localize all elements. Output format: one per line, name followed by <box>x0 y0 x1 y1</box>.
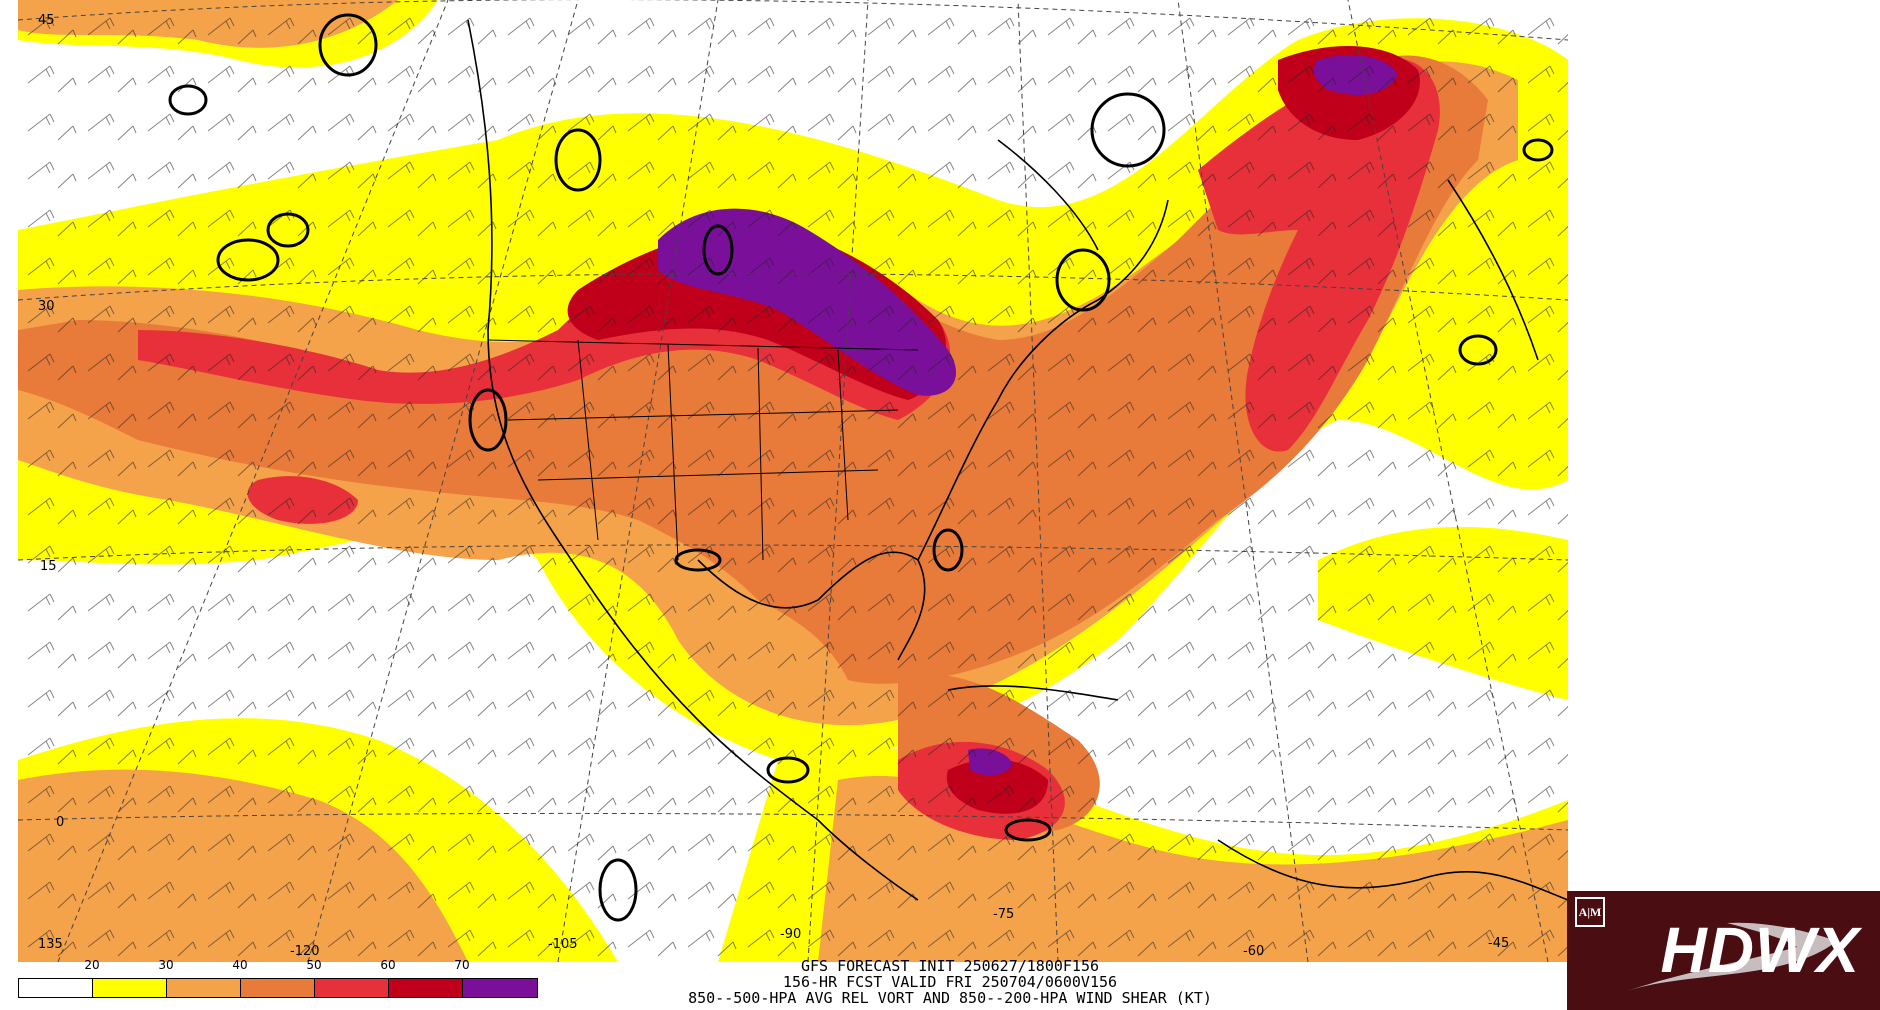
colorbar-swatch <box>241 979 315 997</box>
colorbar-tick: 50 <box>306 958 322 972</box>
title-line-2: 156-HR FCST VALID FRI 250704/0600V156 <box>782 973 1118 991</box>
longitude-labels: 135 -120 -105 -90 -75 -60 -45 <box>38 907 1509 959</box>
wind-barbs <box>18 0 1568 962</box>
hdwx-logo: A|M HDWX <box>1567 891 1880 1010</box>
lat-label: 0 <box>56 815 64 830</box>
colorbar-swatch <box>19 979 93 997</box>
colorbar-tick: 70 <box>454 958 470 972</box>
political-boundaries <box>487 339 919 561</box>
storm-swirl-icon <box>1627 922 1837 991</box>
colorbar-swatches <box>18 978 538 998</box>
colorbar-tick: 40 <box>232 958 248 972</box>
lon-label: -105 <box>548 937 578 952</box>
graticule <box>18 0 1568 962</box>
coastlines <box>467 19 1568 901</box>
lon-label: 135 <box>38 937 63 952</box>
lon-label: -75 <box>993 907 1014 922</box>
colorbar-swatch <box>463 979 537 997</box>
vorticity-contours <box>168 13 1554 922</box>
lat-label: 45 <box>38 13 55 28</box>
lon-label: -120 <box>290 944 320 959</box>
lat-label: 15 <box>40 559 57 574</box>
colorbar-tick: 20 <box>84 958 100 972</box>
wind-shear-map: 45 30 15 0 135 -120 -105 -90 -75 -60 -45 <box>18 0 1568 962</box>
colorbar-swatch <box>167 979 241 997</box>
lon-label: -45 <box>1488 936 1509 951</box>
lat-label: 30 <box>38 299 55 314</box>
chart-titles: GFS FORECAST INIT 250627/1800F156 156-HR… <box>560 958 1340 1006</box>
colorbar-tick: 60 <box>380 958 396 972</box>
lon-label: -90 <box>780 927 801 942</box>
title-line-3: 850--500-HPA AVG REL VORT AND 850--200-H… <box>688 989 1212 1007</box>
title-line-1: GFS FORECAST INIT 250627/1800F156 <box>800 957 1099 975</box>
colorbar-tick: 30 <box>158 958 174 972</box>
tamu-emblem: A|M <box>1575 897 1605 927</box>
colorbar-swatch <box>93 979 167 997</box>
colorbar: 20 30 40 50 60 70 <box>18 958 548 1004</box>
colorbar-swatch <box>315 979 389 997</box>
lon-label: -60 <box>1243 944 1264 959</box>
logo-text: HDWX <box>1660 914 1860 986</box>
latitude-labels: 45 30 15 0 <box>38 13 64 830</box>
colorbar-swatch <box>389 979 463 997</box>
